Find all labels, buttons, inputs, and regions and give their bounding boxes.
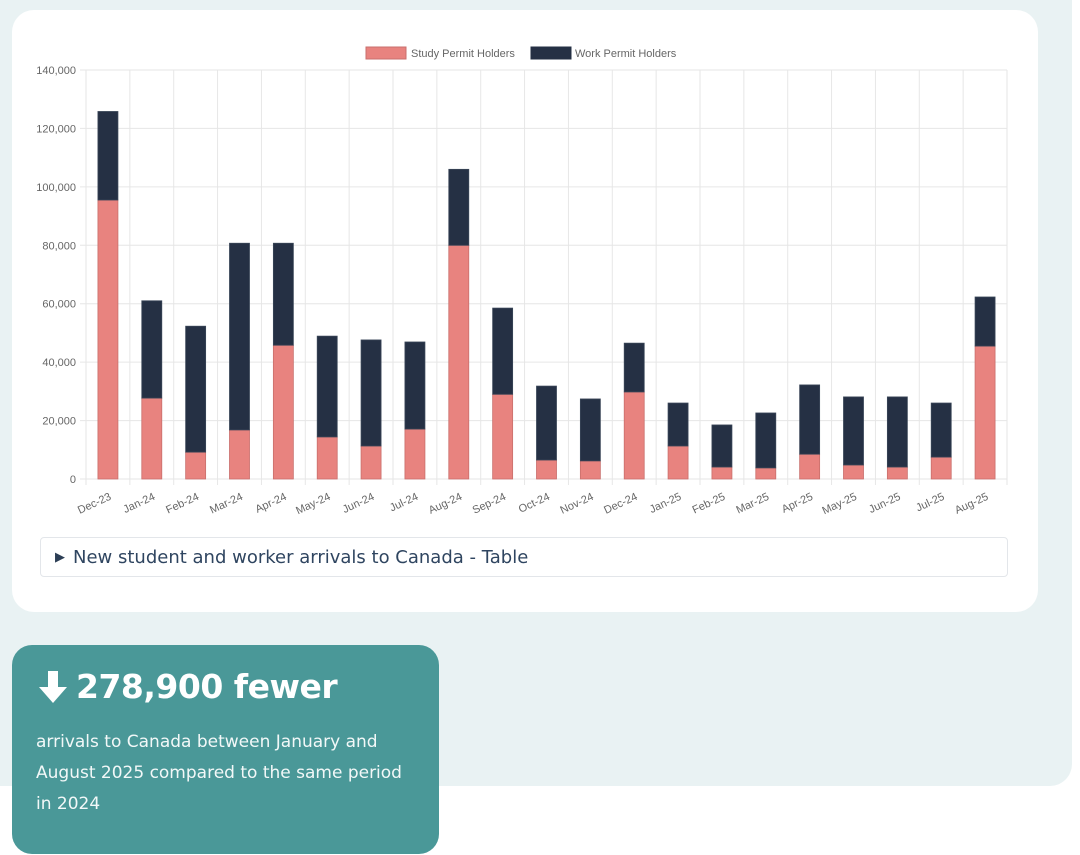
bar-study-permit[interactable] — [799, 453, 821, 480]
bar-work-permit[interactable] — [843, 396, 864, 466]
table-disclosure-toggle[interactable]: ▶ New student and worker arrivals to Can… — [40, 537, 1008, 577]
bar-work-permit[interactable] — [579, 398, 601, 462]
bar-work-permit[interactable] — [886, 396, 908, 468]
y-tick-label: 80,000 — [42, 240, 76, 252]
x-tick-label: Feb-24 — [164, 491, 201, 517]
bar-work-permit[interactable] — [141, 300, 163, 399]
bar-work-permit[interactable] — [97, 111, 119, 201]
x-tick-label: Mar-25 — [734, 491, 771, 517]
legend-swatch-work[interactable] — [530, 46, 572, 60]
bar-work-permit[interactable] — [272, 242, 294, 346]
y-tick-label: 100,000 — [36, 182, 76, 194]
legend-label-work[interactable]: Work Permit Holders — [575, 48, 677, 60]
bar-work-permit[interactable] — [404, 341, 426, 430]
bar-work-permit[interactable] — [492, 307, 514, 395]
x-tick-label: Jul-24 — [388, 491, 420, 515]
x-tick-label: Jan-25 — [648, 491, 684, 516]
bar-study-permit[interactable] — [360, 445, 382, 480]
x-tick-label: Dec-23 — [76, 491, 113, 517]
bar-study-permit[interactable] — [667, 445, 689, 480]
bar-study-permit[interactable] — [272, 344, 294, 480]
bar-work-permit[interactable] — [755, 412, 777, 469]
stat-headline: 278,900 fewer — [38, 667, 338, 706]
bar-study-permit[interactable] — [97, 199, 119, 480]
x-tick-label: May-24 — [294, 491, 332, 517]
y-tick-label: 120,000 — [36, 123, 76, 135]
bar-study-permit[interactable] — [404, 428, 426, 480]
bar-study-permit[interactable] — [623, 391, 645, 480]
bar-work-permit[interactable] — [360, 339, 382, 447]
bar-work-permit[interactable] — [974, 296, 996, 347]
x-tick-label: Oct-24 — [517, 491, 552, 516]
bar-study-permit[interactable] — [886, 466, 908, 480]
bar-study-permit[interactable] — [316, 436, 338, 480]
bar-study-permit[interactable] — [229, 429, 250, 480]
bar-study-permit[interactable] — [536, 459, 557, 480]
bar-study-permit[interactable] — [843, 464, 864, 480]
stat-description: arrivals to Canada between January and A… — [36, 732, 402, 814]
x-tick-label: Nov-24 — [558, 491, 595, 517]
y-tick-label: 0 — [70, 474, 76, 486]
legend-swatch-study[interactable] — [365, 46, 407, 60]
x-tick-label: Aug-24 — [427, 491, 464, 517]
stacked-bar-chart: 0 20,000 40,000 60,000 80,000 100,000 120,000 1… — [36, 46, 1008, 517]
bar-study-permit[interactable] — [185, 451, 207, 480]
stat-value: 278,900 fewer — [76, 667, 338, 706]
triangle-right-icon: ▶ — [55, 549, 65, 565]
arrow-down-icon — [39, 670, 67, 703]
bar-study-permit[interactable] — [579, 460, 601, 480]
x-tick-label: Jun-25 — [867, 491, 903, 516]
x-tick-label: Sep-24 — [471, 491, 508, 517]
stat-card: 278,900 fewer arrivals to Canada between… — [12, 645, 439, 854]
bar-work-permit[interactable] — [316, 335, 338, 438]
bar-work-permit[interactable] — [711, 424, 733, 468]
x-tick-label: Jul-25 — [914, 491, 946, 515]
legend: Study Permit Holders Work Permit Holders — [365, 46, 677, 60]
x-axis: Dec-23 Jan-24 Feb-24 Mar-24 Apr-24 May-24 Jun-… — [76, 491, 990, 517]
bar-study-permit[interactable] — [974, 345, 996, 480]
y-tick-label: 40,000 — [42, 357, 76, 369]
bar-study-permit[interactable] — [711, 466, 733, 480]
y-tick-label: 140,000 — [36, 65, 76, 77]
y-tick-label: 60,000 — [42, 299, 76, 311]
bar-work-permit[interactable] — [229, 242, 250, 431]
y-tick-label: 20,000 — [42, 416, 76, 428]
table-disclosure-label: New student and worker arrivals to Canad… — [73, 546, 529, 568]
bar-study-permit[interactable] — [141, 397, 163, 480]
x-tick-label: Dec-24 — [602, 491, 639, 517]
bar-study-permit[interactable] — [448, 244, 470, 480]
bars — [97, 111, 996, 480]
bar-study-permit[interactable] — [930, 456, 952, 480]
y-axis: 0 20,000 40,000 60,000 80,000 100,000 120,000 1… — [36, 65, 76, 486]
x-tick-label: Apr-25 — [780, 491, 815, 516]
x-tick-label: Aug-25 — [953, 491, 990, 517]
x-tick-label: Jun-24 — [341, 491, 377, 516]
bar-work-permit[interactable] — [930, 402, 952, 458]
bar-work-permit[interactable] — [667, 402, 689, 447]
chart-card: 0 20,000 40,000 60,000 80,000 100,000 120,000 1… — [12, 10, 1038, 612]
x-tick-label: May-25 — [820, 491, 858, 517]
bar-study-permit[interactable] — [492, 393, 514, 480]
bar-work-permit[interactable] — [799, 384, 821, 455]
x-tick-label: Jan-24 — [121, 491, 157, 516]
bar-study-permit[interactable] — [755, 467, 777, 480]
x-tick-label: Feb-25 — [691, 491, 728, 517]
x-tick-label: Apr-24 — [254, 491, 289, 516]
bar-work-permit[interactable] — [536, 385, 557, 461]
x-tick-label: Mar-24 — [208, 491, 245, 517]
legend-label-study[interactable]: Study Permit Holders — [411, 48, 515, 60]
bar-work-permit[interactable] — [623, 342, 645, 393]
bar-work-permit[interactable] — [185, 325, 207, 453]
bar-work-permit[interactable] — [448, 168, 470, 246]
